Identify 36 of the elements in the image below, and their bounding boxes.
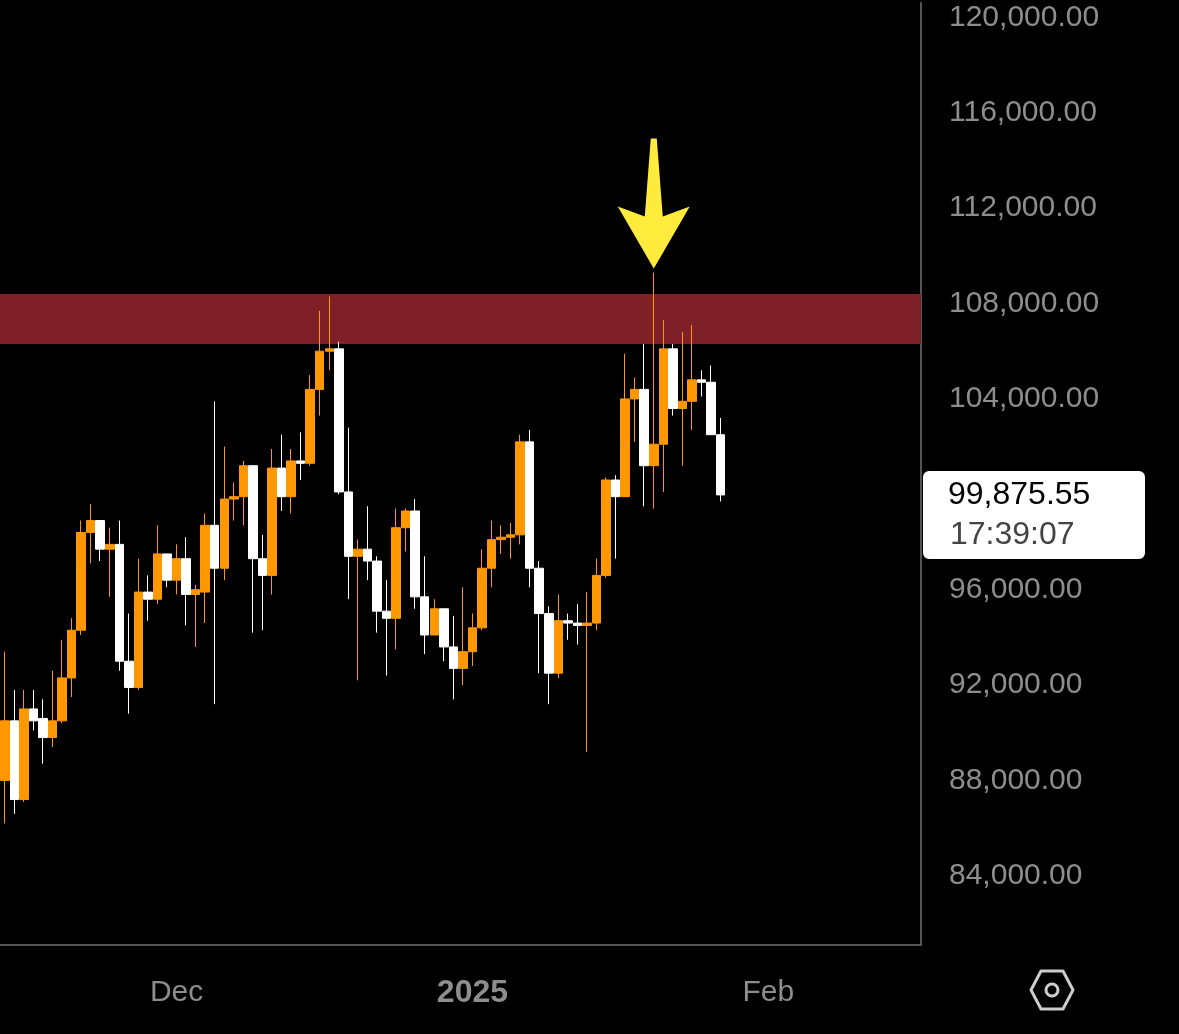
- candlestick: [95, 520, 105, 562]
- candlestick: [554, 593, 563, 679]
- candlestick: [267, 448, 277, 595]
- candlestick: [277, 434, 286, 512]
- x-tick-label: Feb: [742, 973, 795, 1007]
- y-tick-label: 92,000.00: [949, 666, 1083, 700]
- y-tick-label: 112,000.00: [949, 189, 1097, 223]
- text: 17:39:07: [950, 514, 1075, 551]
- candlestick: [611, 474, 620, 560]
- candlestick: [134, 558, 143, 691]
- candlestick: [143, 574, 153, 622]
- text: 99,875.55: [948, 474, 1091, 511]
- candlestick: [10, 689, 19, 815]
- x-tick-label: 2025: [436, 973, 509, 1009]
- y-tick-label: 120,000.00: [949, 0, 1100, 32]
- y-tick-label: 108,000.00: [949, 284, 1100, 318]
- y-tick-label: 84,000.00: [949, 856, 1083, 890]
- candlestick: [210, 400, 219, 705]
- y-tick-label: 116,000.00: [949, 93, 1097, 127]
- y-tick-label: 88,000.00: [949, 761, 1083, 795]
- candlestick: [0, 651, 10, 824]
- candlestick: [286, 448, 296, 514]
- x-tick-label: Dec: [149, 973, 204, 1007]
- candlestick: [430, 598, 439, 636]
- candlestick: [162, 553, 172, 588]
- candlestick: [153, 524, 162, 605]
- candlestick: [296, 431, 305, 481]
- candlestick: [353, 539, 363, 681]
- candlestick: [105, 527, 115, 598]
- y-tick-label: 96,000.00: [949, 570, 1083, 604]
- candlestick: [668, 343, 678, 417]
- y-tick-label: 104,000.00: [949, 380, 1100, 414]
- candlestick: [172, 543, 181, 595]
- candlestick: [19, 689, 29, 803]
- candlestick: [181, 536, 191, 626]
- candlestick: [639, 343, 649, 507]
